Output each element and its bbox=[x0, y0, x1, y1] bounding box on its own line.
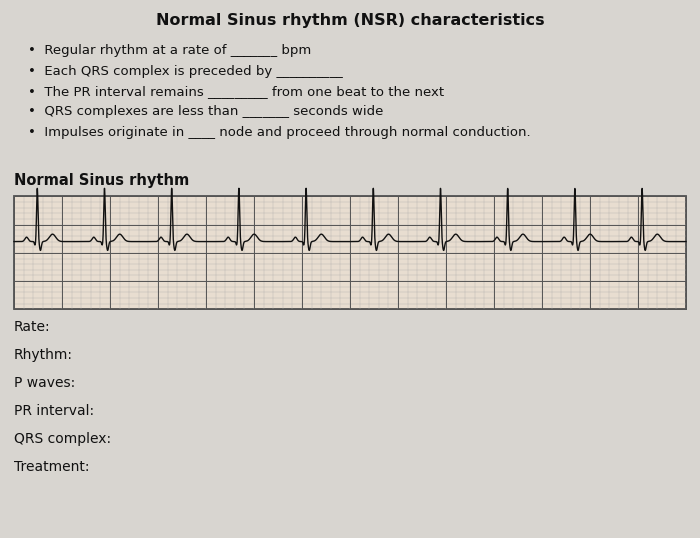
Text: •  Impulses originate in ____ node and proceed through normal conduction.: • Impulses originate in ____ node and pr… bbox=[28, 126, 531, 139]
Text: Treatment:: Treatment: bbox=[14, 460, 90, 474]
Text: PR interval:: PR interval: bbox=[14, 404, 94, 418]
FancyBboxPatch shape bbox=[14, 196, 686, 309]
Text: Rhythm:: Rhythm: bbox=[14, 348, 73, 362]
Text: •  Regular rhythm at a rate of _______ bpm: • Regular rhythm at a rate of _______ bp… bbox=[28, 44, 312, 57]
Text: •  Each QRS complex is preceded by __________: • Each QRS complex is preceded by ______… bbox=[28, 65, 343, 77]
Text: •  The PR interval remains _________ from one beat to the next: • The PR interval remains _________ from… bbox=[28, 85, 444, 98]
Text: •  QRS complexes are less than _______ seconds wide: • QRS complexes are less than _______ se… bbox=[28, 105, 384, 118]
Text: P waves:: P waves: bbox=[14, 376, 76, 390]
Text: Normal Sinus rhythm (NSR) characteristics: Normal Sinus rhythm (NSR) characteristic… bbox=[155, 13, 545, 29]
Text: Normal Sinus rhythm: Normal Sinus rhythm bbox=[14, 173, 189, 188]
Text: QRS complex:: QRS complex: bbox=[14, 432, 111, 446]
Text: Rate:: Rate: bbox=[14, 320, 50, 334]
